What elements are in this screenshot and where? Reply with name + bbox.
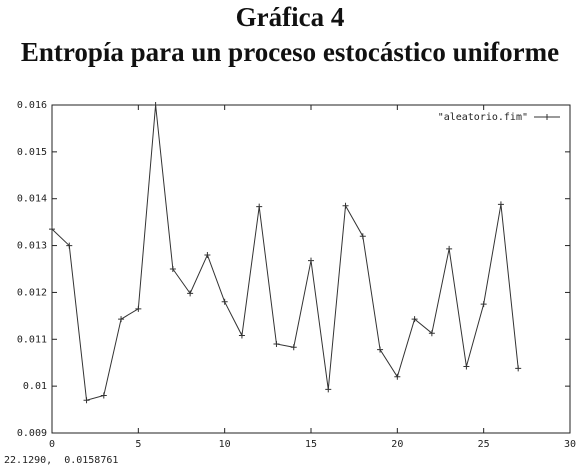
y-tick-label: 0.014 bbox=[17, 194, 47, 205]
plot-frame bbox=[51, 104, 571, 434]
x-tick-label: 5 bbox=[135, 439, 141, 450]
axis-ticks: 0 5 10 15 20 25 30 0.009 0.01 0.011 0.012 0.013 0.01… bbox=[17, 100, 576, 450]
data-point bbox=[359, 233, 366, 240]
data-point bbox=[187, 290, 194, 297]
x-tick-label: 20 bbox=[391, 439, 403, 450]
data-point bbox=[428, 330, 435, 337]
y-tick-label: 0.009 bbox=[17, 428, 47, 439]
data-point bbox=[204, 251, 211, 258]
legend-marker bbox=[544, 114, 550, 120]
data-point bbox=[221, 298, 228, 305]
entropy-line-chart: 0 5 10 15 20 25 30 0.009 0.01 0.011 0.012 0.013 0.01… bbox=[17, 100, 576, 450]
data-point bbox=[411, 316, 418, 323]
y-tick-label: 0.016 bbox=[17, 100, 47, 111]
x-tick-label: 0 bbox=[49, 439, 55, 450]
data-point bbox=[463, 363, 470, 370]
data-point bbox=[169, 266, 176, 272]
data-point bbox=[515, 365, 522, 372]
coordinate-readout: 22.1290, 0.0158761 bbox=[4, 455, 119, 466]
y-tick-label: 0.013 bbox=[17, 241, 47, 252]
data-point bbox=[100, 392, 107, 399]
x-tick-label: 25 bbox=[478, 439, 490, 450]
data-point bbox=[256, 203, 263, 210]
series-lines bbox=[51, 104, 519, 401]
data-point bbox=[325, 386, 332, 393]
x-tick-label: 30 bbox=[564, 439, 576, 450]
data-point bbox=[342, 202, 349, 209]
y-tick-label: 0.011 bbox=[17, 334, 47, 345]
data-point bbox=[308, 257, 314, 264]
chart-heading-line2: Entropía para un proceso estocástico uni… bbox=[20, 37, 560, 67]
data-point bbox=[273, 340, 280, 347]
data-point bbox=[290, 344, 297, 351]
data-point bbox=[377, 346, 384, 353]
legend: "aleatorio.fim" bbox=[438, 112, 560, 123]
data-point bbox=[66, 242, 73, 249]
data-point bbox=[49, 226, 55, 233]
series-line bbox=[51, 104, 519, 401]
chart-heading-line1: Gráfica 4 bbox=[235, 2, 345, 32]
data-point bbox=[135, 305, 142, 312]
x-tick-label: 15 bbox=[305, 439, 317, 450]
y-tick-label: 0.012 bbox=[17, 287, 47, 298]
data-point bbox=[118, 316, 125, 323]
data-point bbox=[238, 332, 245, 339]
data-point bbox=[152, 102, 159, 108]
data-point bbox=[480, 301, 487, 308]
data-point bbox=[497, 201, 504, 208]
series-points bbox=[49, 102, 522, 404]
legend-label: "aleatorio.fim" bbox=[438, 112, 528, 123]
x-tick-label: 10 bbox=[219, 439, 231, 450]
data-point bbox=[83, 397, 90, 404]
y-tick-label: 0.01 bbox=[23, 381, 47, 392]
y-tick-label: 0.015 bbox=[17, 147, 47, 158]
data-point bbox=[446, 245, 453, 252]
data-point bbox=[394, 373, 401, 380]
